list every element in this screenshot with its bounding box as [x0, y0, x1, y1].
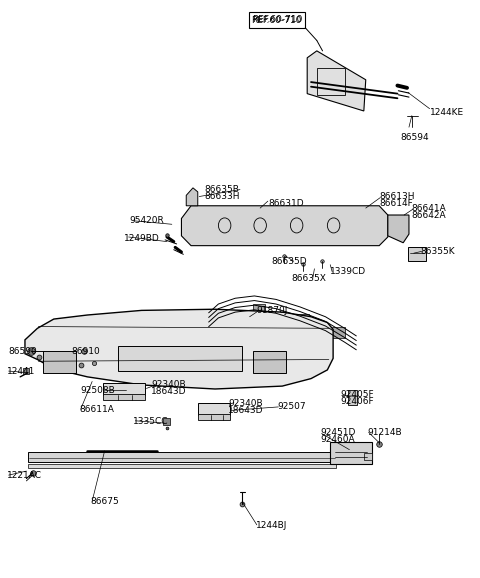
- Bar: [253, 304, 265, 314]
- Polygon shape: [186, 188, 198, 206]
- Bar: [103, 394, 145, 400]
- Bar: [103, 383, 145, 395]
- Bar: [253, 351, 286, 373]
- Text: 86675: 86675: [90, 497, 119, 506]
- Polygon shape: [307, 51, 366, 111]
- Text: 1244KE: 1244KE: [430, 108, 464, 117]
- Text: 92507: 92507: [277, 402, 306, 412]
- Text: 92508B: 92508B: [81, 386, 115, 395]
- Bar: [249, 12, 305, 28]
- Text: 86635X: 86635X: [292, 274, 327, 283]
- Bar: [198, 414, 230, 420]
- Text: 1335CC: 1335CC: [133, 417, 169, 427]
- Polygon shape: [25, 309, 333, 389]
- Text: 86594: 86594: [401, 133, 430, 142]
- Text: 86611A: 86611A: [79, 405, 114, 414]
- Bar: [348, 390, 357, 405]
- Text: 86635D: 86635D: [271, 257, 307, 266]
- Text: 91870J: 91870J: [257, 306, 288, 316]
- Polygon shape: [181, 206, 388, 246]
- Bar: [118, 346, 242, 371]
- Text: 92340B: 92340B: [151, 380, 186, 389]
- Text: 86590: 86590: [9, 347, 37, 356]
- Bar: [296, 314, 309, 324]
- Text: 92340B: 92340B: [228, 399, 263, 408]
- Bar: [198, 403, 230, 415]
- Polygon shape: [408, 247, 426, 261]
- Bar: [163, 418, 170, 425]
- Text: 18643D: 18643D: [151, 387, 187, 397]
- Bar: [317, 68, 345, 95]
- Text: 1244BJ: 1244BJ: [256, 521, 287, 531]
- Text: 86613H: 86613H: [379, 192, 415, 201]
- Text: 91214B: 91214B: [367, 428, 402, 437]
- Text: 1249BD: 1249BD: [124, 234, 159, 243]
- Text: 86635B: 86635B: [204, 185, 239, 194]
- Bar: [364, 453, 372, 460]
- Text: 92460A: 92460A: [321, 435, 355, 444]
- Bar: [23, 368, 29, 374]
- Text: 86355K: 86355K: [420, 247, 455, 256]
- Text: 18643D: 18643D: [228, 406, 264, 415]
- Text: 92405F: 92405F: [341, 390, 374, 399]
- Bar: [218, 317, 231, 328]
- Text: REF.60-710: REF.60-710: [252, 15, 302, 24]
- Bar: [28, 452, 336, 462]
- Text: 12441: 12441: [7, 366, 36, 376]
- Text: 86641A: 86641A: [412, 203, 446, 213]
- Text: 1339CD: 1339CD: [330, 267, 366, 276]
- Polygon shape: [330, 442, 372, 464]
- Text: 95420R: 95420R: [130, 216, 164, 225]
- Bar: [43, 351, 76, 373]
- Text: 86642A: 86642A: [412, 210, 446, 220]
- Text: 92406F: 92406F: [341, 397, 374, 406]
- Bar: [332, 327, 345, 338]
- Text: 86631D: 86631D: [269, 199, 304, 208]
- Polygon shape: [388, 215, 409, 243]
- Text: 86633H: 86633H: [204, 192, 240, 201]
- Bar: [28, 464, 336, 468]
- Text: REF.60-710: REF.60-710: [251, 16, 301, 25]
- Text: 86910: 86910: [71, 347, 100, 356]
- Text: 1221AC: 1221AC: [7, 470, 42, 480]
- Text: 92451D: 92451D: [321, 428, 356, 437]
- Text: 86614F: 86614F: [379, 199, 413, 208]
